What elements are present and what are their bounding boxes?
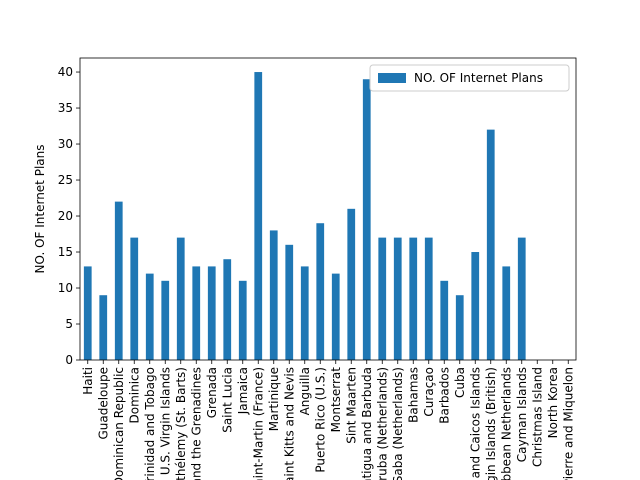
bar [300, 266, 309, 360]
legend-label: NO. OF Internet Plans [414, 71, 543, 85]
legend-box [369, 64, 570, 92]
bar [347, 208, 356, 360]
bar [455, 295, 464, 360]
x-tick-label: Haiti [81, 367, 95, 395]
x-tick-label: Cuba [453, 367, 467, 398]
x-tick-label: Turks and Caicos Islands [468, 367, 482, 480]
bar [99, 295, 108, 360]
bar [424, 237, 433, 360]
bar [393, 237, 402, 360]
bar [114, 201, 123, 360]
x-tick-label: Aruba (Netherlands) [375, 367, 389, 480]
x-tick-label: Grenada [205, 367, 219, 418]
y-axis-label: NO. OF Internet Plans [33, 145, 47, 274]
x-tick-label: Saint Vincent and the Grenadines [189, 367, 203, 480]
x-tick-label: Guadeloupe [96, 367, 110, 440]
bar [238, 280, 247, 360]
bar [130, 237, 139, 360]
y-tick-label: 35 [58, 101, 73, 115]
y-tick-label: 40 [58, 65, 73, 79]
bar [440, 280, 449, 360]
x-tick-label: Anguilla [298, 367, 312, 415]
bar [502, 266, 511, 360]
bar [161, 280, 170, 360]
x-tick-label: Christmas Island [530, 367, 544, 467]
x-tick-label: Cayman Islands [515, 367, 529, 462]
x-tick-label: Antigua and Barbuda [360, 367, 374, 480]
x-tick-label: Bahamas [406, 367, 420, 423]
bar [517, 237, 526, 360]
bar [145, 273, 154, 360]
bar [223, 259, 232, 360]
bar [285, 244, 294, 360]
x-tick-label: Curaçao [422, 367, 436, 417]
bar [207, 266, 216, 360]
bar [409, 237, 418, 360]
x-tick-label: Saba (Netherlands) [391, 367, 405, 480]
x-tick-label: U.S. Virgin Islands [158, 367, 172, 475]
bar [176, 237, 185, 360]
x-tick-label: Barbados [437, 367, 451, 424]
x-tick-label: Saint Barthélemy (St. Barts) [174, 367, 188, 480]
y-tick-label: 25 [58, 173, 73, 187]
bar [269, 230, 278, 360]
bar [254, 72, 263, 360]
x-tick-label: Dominica [127, 367, 141, 424]
y-tick-label: 5 [65, 317, 73, 331]
bar [486, 129, 495, 360]
x-tick-label: Jamaica [236, 367, 250, 415]
y-tick-label: 20 [58, 209, 73, 223]
x-tick-label: Trinidad and Tobago [143, 367, 157, 480]
y-tick-label: 15 [58, 245, 73, 259]
y-tick-label: 0 [65, 353, 73, 367]
bar [316, 223, 325, 360]
x-tick-label: Saint Kitts and Nevis [282, 367, 296, 480]
x-tick-label: Montserrat [329, 367, 343, 433]
bar [362, 79, 371, 361]
x-tick-label: Puerto Rico (U.S.) [313, 367, 327, 473]
x-tick-label: Saint-Martin (France) [251, 367, 265, 480]
x-tick-label: Martinique [267, 367, 281, 431]
x-tick-label: Caribbean Netherlands [499, 367, 513, 480]
x-tick-label: Saint Lucia [220, 367, 234, 433]
bar [192, 266, 201, 360]
x-tick-label: Saint Pierre and Miquelon [561, 367, 575, 480]
y-tick-label: 10 [58, 281, 73, 295]
x-tick-label: North Korea [546, 367, 560, 438]
bar [83, 266, 92, 360]
bar [471, 252, 480, 360]
legend-swatch [378, 73, 406, 83]
x-tick-label: Sint Maarten [344, 367, 358, 444]
bar [378, 237, 387, 360]
x-tick-label: Virgin Islands (British) [484, 367, 498, 480]
x-tick-label: Dominican Republic [112, 367, 126, 480]
y-tick-label: 30 [58, 137, 73, 151]
bar [331, 273, 340, 360]
plot-frame [79, 57, 577, 361]
